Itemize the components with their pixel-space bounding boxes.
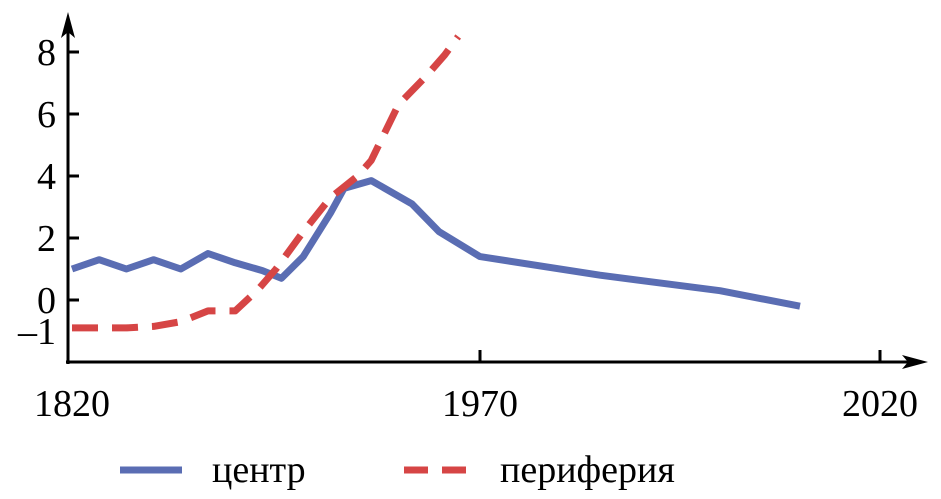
y-tick-label: 0 xyxy=(37,280,56,322)
legend: центр периферия xyxy=(120,449,675,491)
y-tick-label: 2 xyxy=(37,218,56,260)
axes: –10 2 4 6 8 1820 1970 2020 xyxy=(17,12,928,425)
series-line-0 xyxy=(70,177,801,310)
y-tick-label: 6 xyxy=(37,94,56,136)
legend-label-0: центр xyxy=(212,449,306,491)
y-tick-label: 4 xyxy=(37,156,56,198)
series-layer xyxy=(70,34,801,332)
x-tick-label: 1820 xyxy=(34,383,110,425)
legend-label-1: периферия xyxy=(500,449,675,491)
y-tick-label: –1 xyxy=(17,311,56,353)
series-line-1 xyxy=(72,34,462,332)
x-axis-arrow xyxy=(902,355,928,369)
x-tick-label: 1970 xyxy=(442,383,518,425)
y-axis-arrow xyxy=(61,12,75,38)
y-tick-label: 8 xyxy=(37,32,56,74)
x-tick-label: 2020 xyxy=(842,383,918,425)
